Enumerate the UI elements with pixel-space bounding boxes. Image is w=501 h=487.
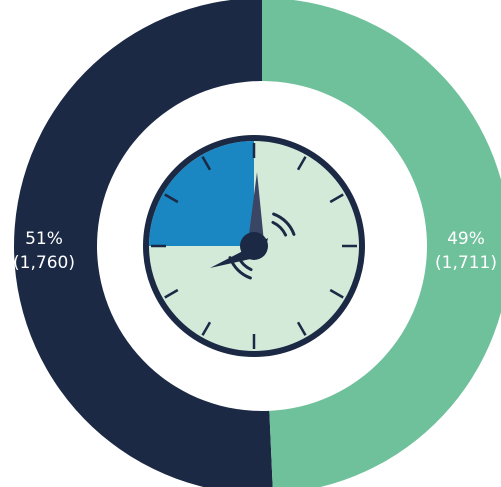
clock-highlight-wedge <box>149 141 254 246</box>
clock-tick <box>329 193 344 204</box>
clock-tick <box>201 156 212 171</box>
clock-minute-hand <box>248 172 264 242</box>
slice-label-count-left: (1,760) <box>13 253 75 273</box>
clock-wave <box>271 220 288 237</box>
clock-tick <box>164 288 179 299</box>
slice-label-count-right: (1,711) <box>435 253 497 273</box>
slice-label-percent-right: 49% <box>447 229 485 249</box>
clock-ticks <box>151 143 357 349</box>
clock-icon <box>143 135 365 357</box>
clock-tick <box>329 288 344 299</box>
clock-wave <box>272 212 296 236</box>
clock-tick <box>296 321 307 336</box>
slice-label-percent-left: 51% <box>25 229 63 249</box>
slice-1 <box>262 0 501 487</box>
clock-tick <box>164 193 179 204</box>
clock-tick <box>296 156 307 171</box>
donut-slices <box>13 0 501 487</box>
clock-tick <box>201 321 212 336</box>
slice-0 <box>13 0 273 487</box>
clock-hub <box>240 232 268 260</box>
